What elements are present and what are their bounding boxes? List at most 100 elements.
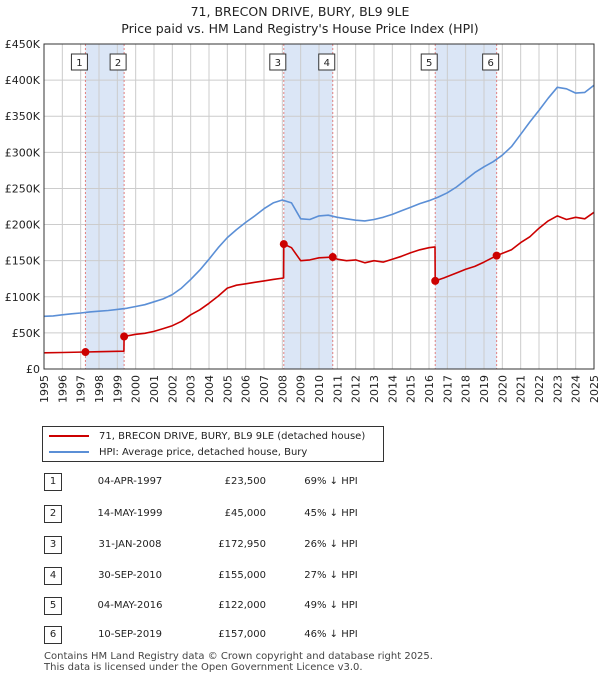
sale-point xyxy=(81,348,90,357)
sale-date: 10-SEP-2019 xyxy=(98,629,162,640)
sale-number-label: 1 xyxy=(76,58,82,69)
x-tick-label: 2005 xyxy=(221,375,234,403)
x-tick-label: 2001 xyxy=(148,375,161,403)
x-tick-label: 2008 xyxy=(276,375,289,403)
sale-hpi-diff: 26% ↓ HPI xyxy=(304,539,358,550)
sale-hpi-diff: 49% ↓ HPI xyxy=(304,600,358,611)
legend: 71, BRECON DRIVE, BURY, BL9 9LE (detache… xyxy=(42,426,384,462)
x-tick-label: 1998 xyxy=(93,375,106,403)
x-tick-label: 2013 xyxy=(368,375,381,403)
table-row: 5 04-MAY-2016 £122,000 49% ↓ HPI xyxy=(0,597,600,617)
y-tick-label: £50K xyxy=(12,327,41,340)
x-tick-label: 2020 xyxy=(496,375,509,403)
x-tick-label: 2018 xyxy=(460,375,473,403)
sale-date: 30-SEP-2010 xyxy=(98,570,162,581)
sale-price: £157,000 xyxy=(218,629,266,640)
sale-date: 04-APR-1997 xyxy=(97,476,163,487)
sale-number-badge: 4 xyxy=(44,567,62,585)
x-tick-label: 2002 xyxy=(166,375,179,403)
sale-number-label: 5 xyxy=(426,58,432,69)
y-tick-label: £400K xyxy=(5,74,41,87)
x-tick-label: 2023 xyxy=(551,375,564,403)
sale-price: £45,000 xyxy=(224,508,266,519)
sale-price: £155,000 xyxy=(218,570,266,581)
sale-hpi-diff: 69% ↓ HPI xyxy=(304,476,358,487)
x-tick-label: 2012 xyxy=(350,375,363,403)
sale-number-label: 2 xyxy=(115,58,121,69)
footer-licence: This data is licensed under the Open Gov… xyxy=(44,662,363,673)
x-tick-label: 2003 xyxy=(185,375,198,403)
legend-item-hpi: HPI: Average price, detached house, Bury xyxy=(49,445,307,459)
x-tick-label: 2015 xyxy=(405,375,418,403)
sale-number-badge: 1 xyxy=(44,473,62,491)
sale-date: 14-MAY-1999 xyxy=(97,508,163,519)
x-tick-label: 2025 xyxy=(588,375,600,403)
table-row: 3 31-JAN-2008 £172,950 26% ↓ HPI xyxy=(0,536,600,556)
table-row: 4 30-SEP-2010 £155,000 27% ↓ HPI xyxy=(0,567,600,587)
x-tick-label: 2011 xyxy=(331,375,344,403)
x-tick-label: 2006 xyxy=(240,375,253,403)
sale-point xyxy=(279,240,288,249)
sale-number-box xyxy=(420,53,438,71)
series-line-price-paid xyxy=(43,211,595,354)
footer-copyright: Contains HM Land Registry data © Crown c… xyxy=(44,651,433,662)
sale-date: 04-MAY-2016 xyxy=(97,600,163,611)
sale-number-badge: 5 xyxy=(44,597,62,615)
x-tick-label: 2022 xyxy=(533,375,546,403)
x-tick-label: 2014 xyxy=(386,375,399,403)
sale-number-label: 3 xyxy=(275,58,281,69)
sale-hpi-diff: 45% ↓ HPI xyxy=(304,508,358,519)
sale-point xyxy=(120,332,129,341)
sale-point xyxy=(328,253,337,262)
sale-number-label: 6 xyxy=(487,58,493,69)
y-tick-label: £300K xyxy=(5,146,41,159)
sale-number-badge: 6 xyxy=(44,626,62,644)
sale-price: £172,950 xyxy=(218,539,266,550)
legend-label-price-paid: 71, BRECON DRIVE, BURY, BL9 9LE (detache… xyxy=(99,430,366,442)
x-tick-label: 2019 xyxy=(478,375,491,403)
sale-number-badge: 3 xyxy=(44,536,62,554)
x-tick-label: 2010 xyxy=(313,375,326,403)
sale-point xyxy=(431,276,440,285)
y-tick-label: £100K xyxy=(5,291,41,304)
x-tick-label: 1995 xyxy=(38,375,51,403)
table-row: 2 14-MAY-1999 £45,000 45% ↓ HPI xyxy=(0,505,600,525)
y-tick-label: £350K xyxy=(5,110,41,123)
sale-price: £23,500 xyxy=(224,476,266,487)
x-tick-label: 2017 xyxy=(441,375,454,403)
plot-frame xyxy=(43,43,595,370)
sale-hpi-diff: 46% ↓ HPI xyxy=(304,629,358,640)
x-tick-label: 2024 xyxy=(570,375,583,403)
x-tick-label: 2021 xyxy=(515,375,528,403)
sale-number-box xyxy=(70,53,88,71)
y-tick-label: £250K xyxy=(5,182,41,195)
x-tick-label: 1997 xyxy=(75,375,88,403)
x-tick-label: 2000 xyxy=(130,375,143,403)
sale-date: 31-JAN-2008 xyxy=(98,539,162,550)
sale-number-box xyxy=(109,53,127,71)
legend-label-hpi: HPI: Average price, detached house, Bury xyxy=(99,446,308,458)
sale-point xyxy=(492,251,501,260)
x-tick-label: 2007 xyxy=(258,375,271,403)
shaded-span xyxy=(283,44,333,369)
table-row: 1 04-APR-1997 £23,500 69% ↓ HPI xyxy=(0,473,600,493)
legend-swatch-hpi xyxy=(49,451,89,453)
x-tick-label: 2009 xyxy=(295,375,308,403)
y-tick-label: £0 xyxy=(26,363,40,376)
legend-swatch-price-paid xyxy=(49,435,89,437)
sale-price: £122,000 xyxy=(218,600,266,611)
y-tick-label: £150K xyxy=(5,255,41,268)
legend-item-price-paid: 71, BRECON DRIVE, BURY, BL9 9LE (detache… xyxy=(49,429,365,443)
x-tick-label: 2016 xyxy=(423,375,436,403)
sale-number-box xyxy=(482,53,500,71)
table-row: 6 10-SEP-2019 £157,000 46% ↓ HPI xyxy=(0,626,600,646)
sale-hpi-diff: 27% ↓ HPI xyxy=(304,570,358,581)
y-tick-label: £200K xyxy=(5,219,41,232)
footer: Contains HM Land Registry data © Crown c… xyxy=(44,651,433,673)
price-chart: £0 £50K £100K £150K £200K £250K £300K £350K £400… xyxy=(5,38,600,403)
shaded-span xyxy=(85,44,125,369)
y-tick-label: £450K xyxy=(5,38,41,51)
sale-number-box xyxy=(318,53,336,71)
x-tick-label: 1999 xyxy=(111,375,124,403)
x-tick-label: 1996 xyxy=(56,375,69,403)
